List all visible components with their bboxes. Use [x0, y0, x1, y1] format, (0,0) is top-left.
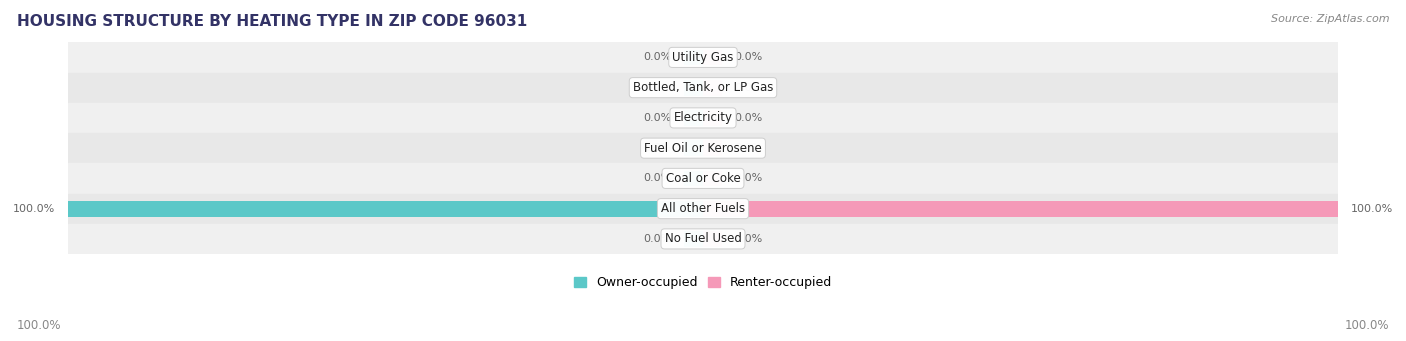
Bar	[67, 42, 1339, 73]
Bar	[67, 133, 1339, 163]
Bar	[703, 49, 723, 65]
Text: No Fuel Used: No Fuel Used	[665, 233, 741, 246]
Text: 0.0%: 0.0%	[643, 174, 671, 183]
Text: Bottled, Tank, or LP Gas: Bottled, Tank, or LP Gas	[633, 81, 773, 94]
Text: 0.0%: 0.0%	[735, 174, 763, 183]
Bar	[703, 231, 723, 247]
Bar	[683, 170, 703, 186]
Text: 0.0%: 0.0%	[735, 53, 763, 62]
Bar	[703, 170, 723, 186]
Bar	[67, 201, 703, 217]
Text: 0.0%: 0.0%	[643, 234, 671, 244]
Bar	[703, 140, 723, 156]
Text: HOUSING STRUCTURE BY HEATING TYPE IN ZIP CODE 96031: HOUSING STRUCTURE BY HEATING TYPE IN ZIP…	[17, 14, 527, 29]
Bar	[683, 110, 703, 126]
Text: 100.0%: 100.0%	[13, 204, 55, 214]
Bar	[67, 224, 1339, 254]
Text: All other Fuels: All other Fuels	[661, 202, 745, 215]
Bar	[683, 140, 703, 156]
Bar	[683, 231, 703, 247]
Text: 0.0%: 0.0%	[643, 83, 671, 93]
Text: Fuel Oil or Kerosene: Fuel Oil or Kerosene	[644, 142, 762, 155]
Legend: Owner-occupied, Renter-occupied: Owner-occupied, Renter-occupied	[568, 271, 838, 294]
Text: 0.0%: 0.0%	[735, 83, 763, 93]
Text: Utility Gas: Utility Gas	[672, 51, 734, 64]
Text: 0.0%: 0.0%	[643, 53, 671, 62]
Text: 100.0%: 100.0%	[1351, 204, 1393, 214]
Bar	[703, 80, 723, 95]
Text: 0.0%: 0.0%	[643, 143, 671, 153]
Text: 0.0%: 0.0%	[643, 113, 671, 123]
Bar	[67, 194, 1339, 224]
Text: Source: ZipAtlas.com: Source: ZipAtlas.com	[1271, 14, 1389, 24]
Bar	[703, 201, 1339, 217]
Bar	[67, 163, 1339, 194]
Bar	[683, 49, 703, 65]
Text: 0.0%: 0.0%	[735, 143, 763, 153]
Bar	[67, 103, 1339, 133]
Text: 0.0%: 0.0%	[735, 234, 763, 244]
Text: 100.0%: 100.0%	[1344, 319, 1389, 332]
Bar	[67, 73, 1339, 103]
Text: 0.0%: 0.0%	[735, 113, 763, 123]
Text: Electricity: Electricity	[673, 112, 733, 124]
Bar	[703, 110, 723, 126]
Bar	[683, 80, 703, 95]
Text: 100.0%: 100.0%	[17, 319, 62, 332]
Text: Coal or Coke: Coal or Coke	[665, 172, 741, 185]
